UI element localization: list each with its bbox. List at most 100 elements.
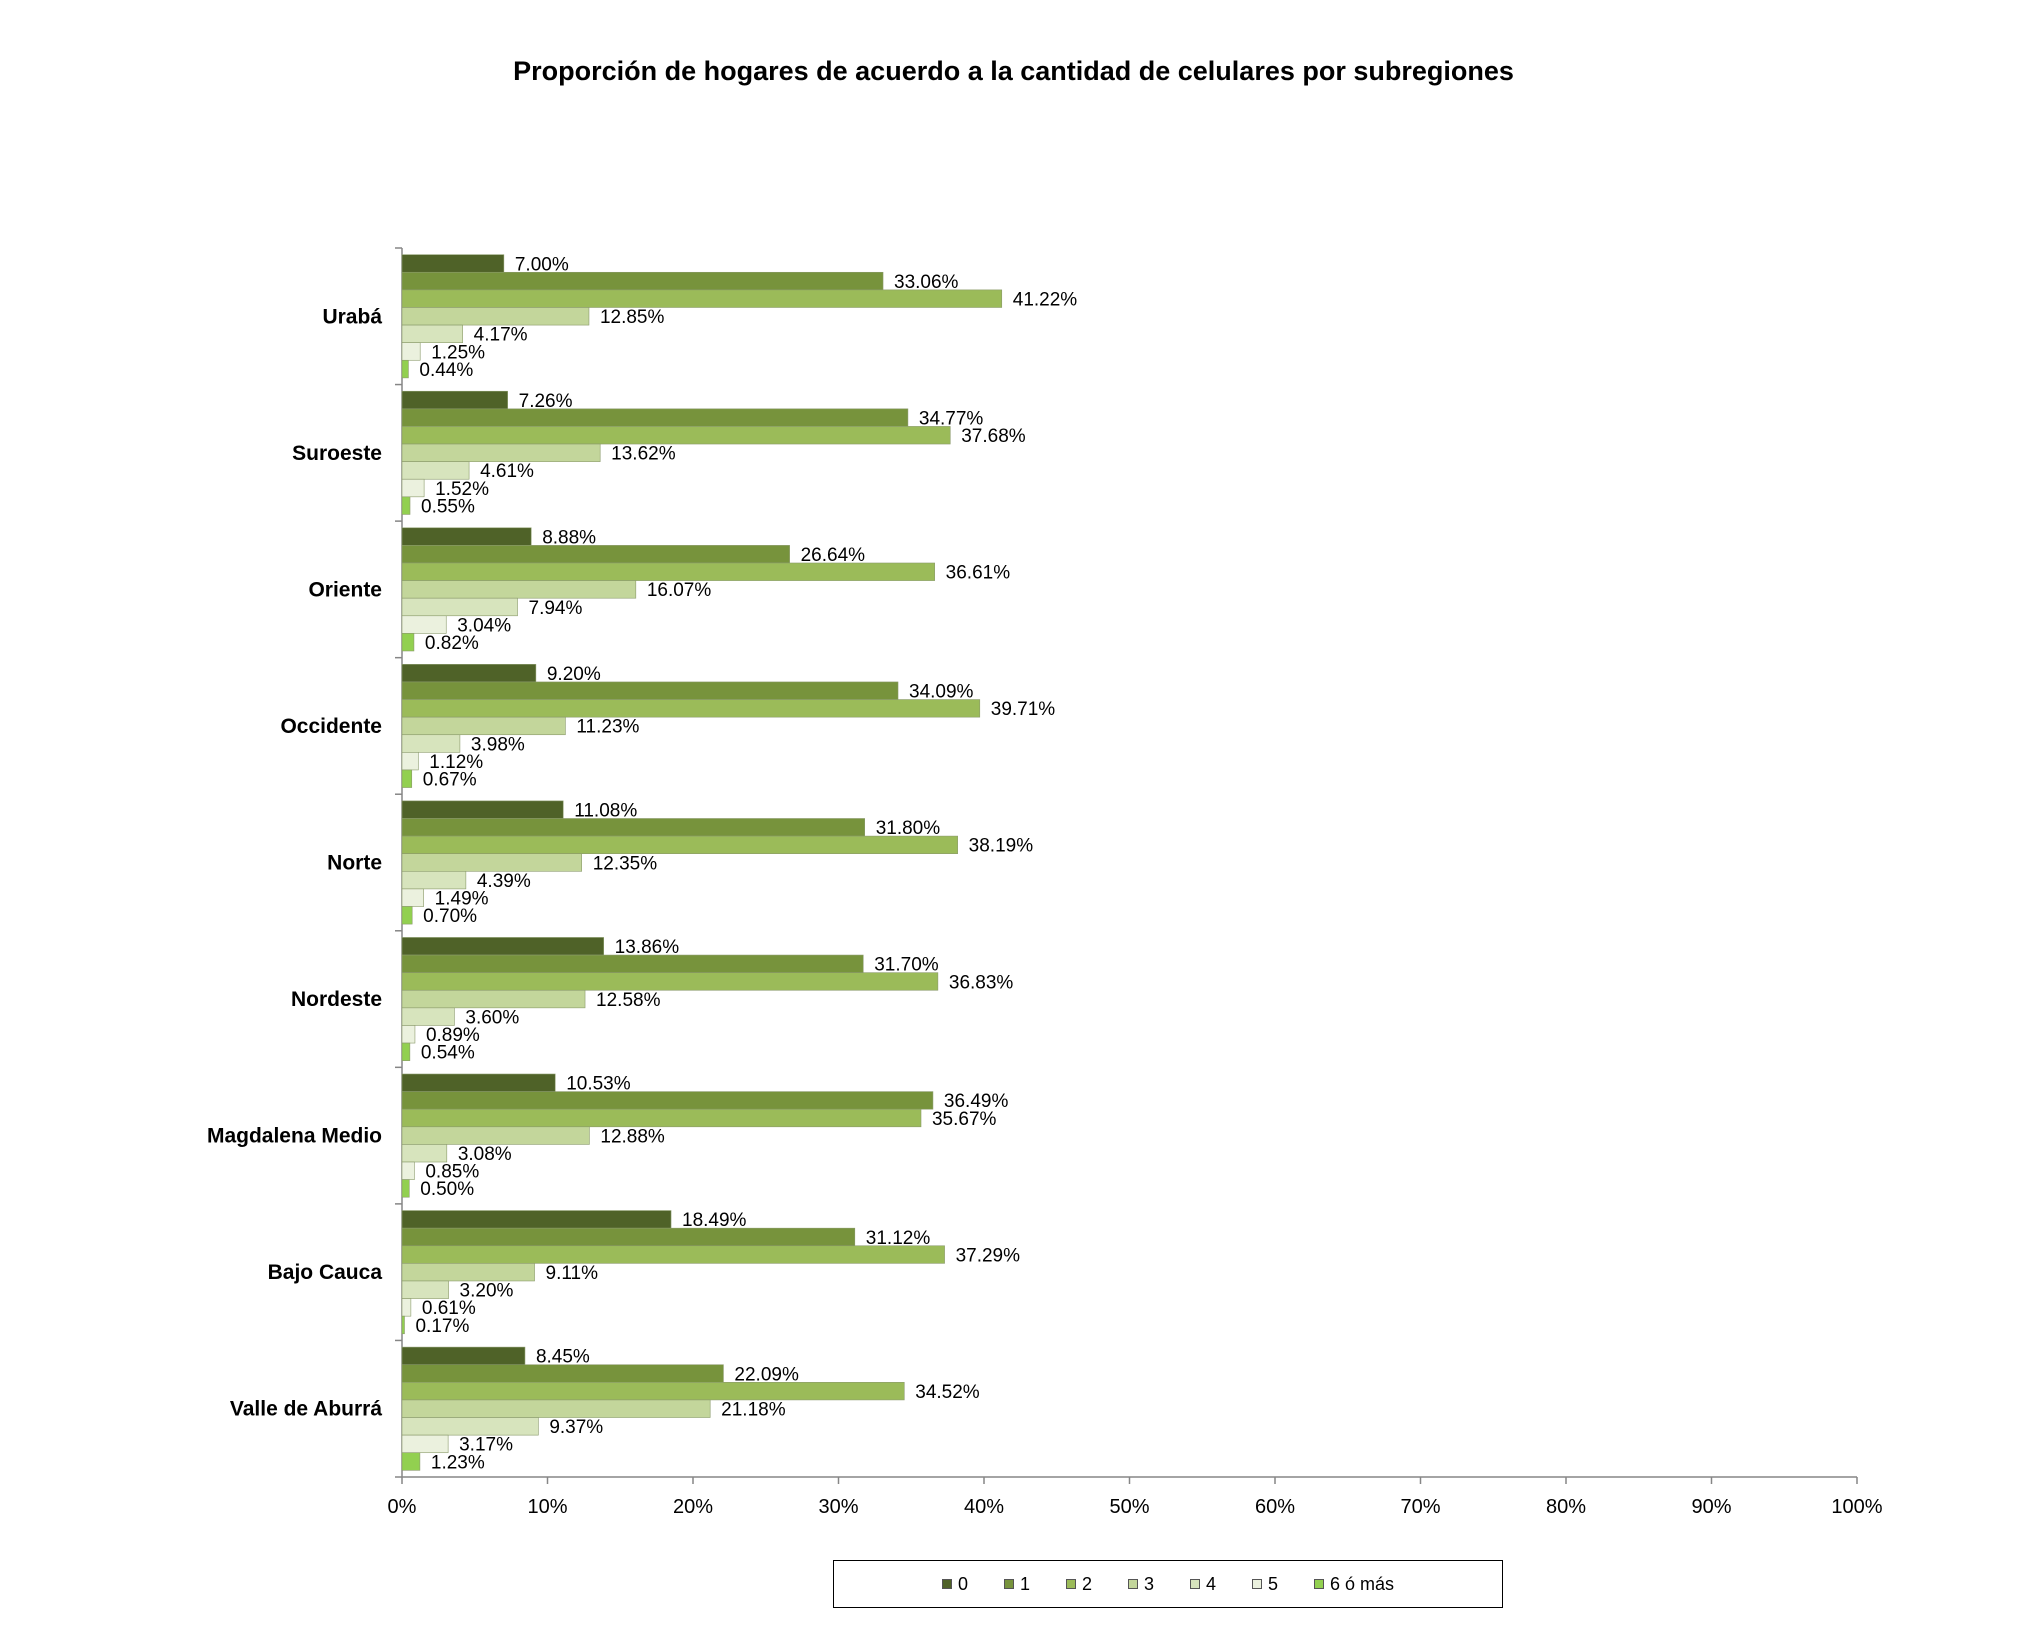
- data-label: 38.19%: [969, 836, 1034, 857]
- bar: [401, 972, 939, 991]
- data-label: 9.37%: [549, 1417, 603, 1438]
- bar: [401, 1073, 556, 1092]
- data-label: 10.53%: [566, 1074, 631, 1095]
- bar: [401, 752, 419, 771]
- data-label: 11.23%: [576, 717, 639, 738]
- bar: [401, 443, 601, 462]
- bar: [401, 1126, 590, 1145]
- legend-label: 6 ó más: [1330, 1573, 1395, 1594]
- data-label: 0.82%: [425, 633, 479, 654]
- legend-label: 3: [1143, 1573, 1154, 1594]
- data-label: 1.12%: [429, 752, 483, 773]
- data-label: 1.52%: [435, 479, 489, 500]
- data-label: 7.94%: [529, 598, 583, 619]
- data-label: 33.06%: [894, 272, 959, 293]
- bar: [401, 527, 532, 546]
- bar: [401, 1025, 416, 1044]
- data-label: 31.12%: [866, 1228, 931, 1249]
- bar: [401, 1179, 410, 1198]
- bar: [401, 426, 951, 445]
- bar: [401, 271, 884, 291]
- data-label: 0.85%: [425, 1162, 479, 1183]
- bar: [401, 562, 935, 581]
- data-label: 36.49%: [944, 1091, 1009, 1112]
- data-label: 8.45%: [536, 1347, 590, 1368]
- data-label: 26.64%: [801, 545, 866, 566]
- bar: [401, 835, 958, 854]
- legend-label: 5: [1268, 1573, 1279, 1594]
- bar: [401, 597, 518, 617]
- data-label: 34.52%: [915, 1382, 980, 1403]
- category-label: Magdalena Medio: [207, 1125, 382, 1148]
- data-label: 0.54%: [421, 1043, 475, 1064]
- x-tick-label: 50%: [1109, 1496, 1149, 1518]
- bar: [401, 1382, 905, 1401]
- legend-item: 4: [1190, 1574, 1216, 1595]
- x-tick-label: 30%: [818, 1496, 858, 1518]
- bar: [401, 496, 411, 515]
- data-label: 4.39%: [477, 871, 531, 892]
- data-label: 0.70%: [423, 906, 477, 927]
- bar: [401, 461, 470, 480]
- bar: [401, 1108, 922, 1128]
- data-label: 12.35%: [593, 853, 658, 874]
- bar: [401, 937, 604, 956]
- bar: [401, 307, 590, 326]
- data-label: 3.98%: [471, 734, 525, 755]
- data-label: 3.04%: [457, 615, 511, 636]
- data-label: 3.60%: [465, 1007, 519, 1028]
- legend-item: 3: [1127, 1573, 1154, 1595]
- x-tick-label: 100%: [1831, 1496, 1882, 1518]
- data-label: 9.20%: [547, 664, 601, 685]
- legend-item: 6 ó más: [1314, 1574, 1394, 1595]
- data-label: 13.86%: [615, 937, 680, 958]
- bar: [401, 906, 413, 925]
- bar: [401, 1161, 415, 1180]
- x-tick-label: 90%: [1691, 1496, 1731, 1518]
- bar: [401, 1263, 535, 1282]
- bar: [401, 888, 424, 907]
- data-label: 0.44%: [419, 360, 473, 381]
- legend-swatch: [1314, 1579, 1325, 1589]
- chart-legend: 0 1 2 3 4 5 6 ó más: [833, 1560, 1503, 1608]
- data-label: 11.08%: [574, 801, 637, 822]
- bar: [401, 699, 981, 718]
- bar: [401, 1007, 455, 1026]
- data-label: 12.88%: [600, 1126, 665, 1147]
- legend-item: 2: [1065, 1574, 1092, 1595]
- bar: [401, 1245, 945, 1264]
- bar: [401, 478, 425, 498]
- bar: [401, 1280, 449, 1299]
- data-label: 0.17%: [415, 1316, 469, 1337]
- data-label: 35.67%: [932, 1109, 997, 1130]
- data-label: 36.61%: [946, 563, 1011, 584]
- data-label: 0.50%: [420, 1179, 474, 1200]
- x-tick-label: 0%: [388, 1496, 417, 1518]
- category-label: Norte: [327, 852, 382, 875]
- bar: [401, 1227, 856, 1247]
- bar: [401, 1315, 405, 1335]
- data-label: 12.85%: [600, 307, 665, 328]
- data-label: 1.23%: [431, 1452, 485, 1473]
- data-label: 37.29%: [956, 1245, 1021, 1266]
- data-label: 7.26%: [519, 391, 573, 412]
- x-tick-label: 10%: [527, 1496, 567, 1518]
- category-label: Occidente: [280, 715, 382, 738]
- data-label: 4.17%: [474, 325, 528, 346]
- data-label: 36.83%: [949, 972, 1014, 993]
- bar: [401, 664, 537, 683]
- data-label: 1.25%: [431, 342, 485, 363]
- legend-swatch: [1003, 1579, 1014, 1589]
- legend-label: 0: [957, 1573, 968, 1594]
- data-label: 31.80%: [876, 818, 941, 839]
- data-label: 21.18%: [721, 1400, 786, 1421]
- bar: [401, 633, 415, 652]
- bar: [401, 408, 909, 427]
- bar: [401, 954, 864, 973]
- x-tick-label: 70%: [1400, 1496, 1440, 1518]
- bar: [401, 545, 790, 564]
- bar: [401, 681, 899, 700]
- data-label: 8.88%: [542, 527, 596, 548]
- data-label: 12.58%: [596, 990, 661, 1011]
- bar: [401, 580, 637, 599]
